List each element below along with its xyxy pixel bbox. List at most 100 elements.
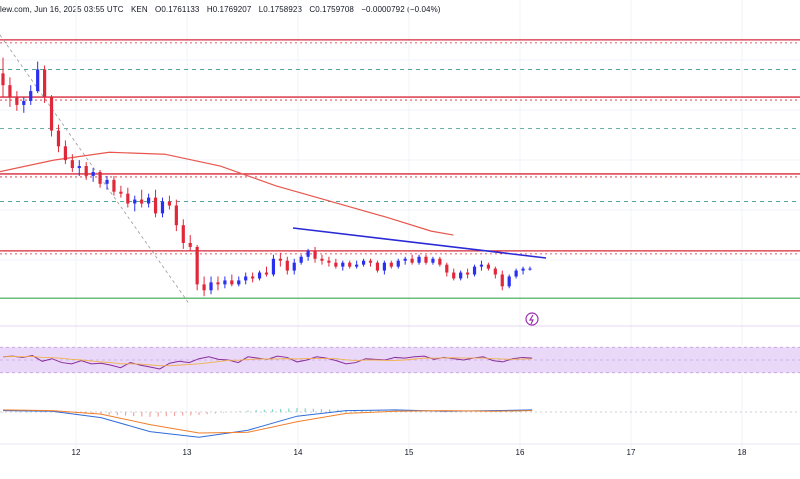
lightning-icon bbox=[528, 314, 534, 325]
macd-signal-line bbox=[2, 409, 533, 434]
candle-body bbox=[202, 284, 206, 291]
candle-body bbox=[56, 130, 61, 147]
candle-body bbox=[105, 179, 109, 184]
candle-body bbox=[140, 199, 144, 204]
candle-body bbox=[486, 264, 490, 269]
candle-body bbox=[188, 242, 192, 247]
candle-body bbox=[112, 179, 116, 192]
x-tick-label: 14 bbox=[294, 448, 303, 457]
ma-line bbox=[0, 151, 454, 236]
candle-body bbox=[244, 276, 248, 281]
candle-body bbox=[167, 201, 172, 206]
candle-body bbox=[368, 260, 373, 263]
x-tick-label: 12 bbox=[72, 448, 81, 457]
candle-body bbox=[417, 256, 421, 263]
candle-body bbox=[459, 272, 463, 279]
candle-body bbox=[98, 171, 102, 184]
candle-body bbox=[133, 199, 137, 204]
candle-body bbox=[320, 258, 324, 261]
candle-body bbox=[299, 256, 303, 263]
rsi-panel bbox=[0, 325, 800, 374]
candle-body bbox=[472, 266, 477, 275]
candle-body bbox=[452, 272, 456, 279]
candle-body bbox=[465, 272, 470, 275]
header-change: −0.0000792 (−0.04%) bbox=[361, 5, 441, 14]
candle-body bbox=[153, 197, 158, 214]
candle-body bbox=[119, 191, 123, 194]
horizontal-levels bbox=[0, 34, 800, 306]
candle-body bbox=[77, 166, 81, 169]
x-axis: 12 13 14 15 16 17 18 bbox=[0, 443, 800, 457]
candle-body bbox=[396, 260, 400, 267]
candle-body bbox=[1, 73, 5, 86]
candle-body bbox=[361, 260, 366, 265]
x-tick-label: 15 bbox=[405, 448, 414, 457]
candle-body bbox=[257, 272, 262, 279]
candle-body bbox=[334, 262, 338, 267]
candle-body bbox=[63, 146, 68, 161]
candle-body bbox=[147, 197, 151, 204]
candle-body bbox=[91, 171, 95, 176]
candle-body bbox=[410, 258, 414, 263]
candle-body bbox=[223, 280, 227, 285]
candle-body bbox=[389, 262, 393, 267]
header-symbol: KEN bbox=[130, 5, 148, 14]
candle-body bbox=[126, 193, 130, 204]
chart-header: lew.com, Jun 16, 2025 03:55 UTC KEN O0.1… bbox=[0, 5, 446, 14]
header-open: O0.1761133 bbox=[155, 5, 200, 14]
candle-body bbox=[209, 282, 213, 291]
candle-body bbox=[341, 262, 345, 267]
x-tick-label: 13 bbox=[183, 448, 192, 457]
candle-body bbox=[382, 262, 386, 271]
candle-body bbox=[507, 276, 511, 287]
candle-body bbox=[264, 272, 269, 275]
candle-body bbox=[70, 160, 74, 169]
alert-icon bbox=[525, 312, 539, 326]
candle-body bbox=[216, 282, 220, 285]
candle-body bbox=[271, 258, 276, 275]
candle-body bbox=[355, 264, 359, 267]
header-low: L0.1758923 bbox=[258, 5, 302, 14]
trendline-layer bbox=[292, 227, 547, 259]
macd-line bbox=[2, 409, 533, 438]
candle-body bbox=[313, 250, 317, 259]
candle-body bbox=[348, 262, 352, 267]
candle-body bbox=[49, 97, 54, 131]
candle-body bbox=[84, 166, 88, 176]
candle-body bbox=[195, 246, 199, 285]
candle-body bbox=[15, 97, 19, 105]
candle-body bbox=[230, 280, 234, 285]
candle-body bbox=[528, 268, 532, 270]
alert-icon-layer bbox=[525, 312, 539, 326]
candle-body bbox=[514, 270, 518, 277]
x-tick-label: 17 bbox=[627, 448, 636, 457]
candle-body bbox=[327, 260, 331, 263]
candle-body bbox=[237, 280, 241, 285]
candle-body bbox=[424, 256, 428, 263]
header-source: lew.com, Jun 16, 2025 03:55 UTC bbox=[0, 5, 124, 14]
candle-body bbox=[36, 69, 40, 92]
candle-body bbox=[306, 250, 310, 257]
rsi-ma-line bbox=[2, 356, 533, 367]
candle-body bbox=[181, 225, 185, 243]
candle-body bbox=[251, 276, 255, 279]
candle-body bbox=[22, 100, 26, 105]
candle-body bbox=[160, 201, 165, 214]
candle-body bbox=[278, 258, 282, 261]
candle-body bbox=[285, 260, 289, 271]
macd-panel bbox=[0, 408, 800, 438]
candle-body bbox=[431, 258, 435, 263]
header-high: H0.1769207 bbox=[206, 5, 252, 14]
candle-body bbox=[8, 85, 12, 98]
header-close: C0.1759708 bbox=[309, 5, 354, 14]
candle-body bbox=[174, 205, 178, 226]
candle-body bbox=[292, 262, 296, 271]
candle-body bbox=[521, 268, 525, 271]
candle-body bbox=[479, 264, 484, 267]
candle-body bbox=[29, 91, 33, 101]
candle-body bbox=[500, 274, 504, 287]
candle-body bbox=[43, 69, 47, 98]
grid bbox=[0, 0, 800, 450]
candle-body bbox=[403, 258, 407, 261]
